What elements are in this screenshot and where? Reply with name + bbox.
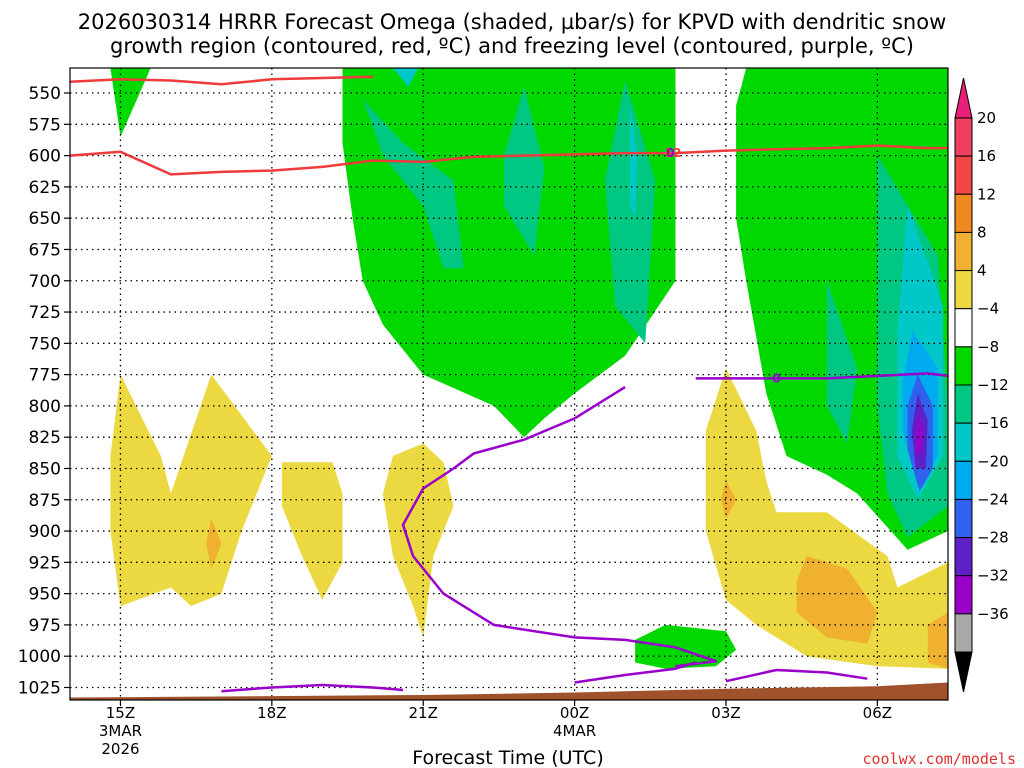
colorbar-label: −24 (977, 490, 1009, 508)
y-tick-label: 825 (29, 428, 61, 448)
colorbar-label: −20 (977, 452, 1009, 470)
contour-freezing-level-low-1 (221, 683, 404, 693)
x-tick-date: 3MAR (99, 722, 142, 740)
omega-region-sink-orange-3 (796, 556, 878, 644)
omega-region-lift-teal-1 (362, 99, 464, 269)
chart-title-line1: 2026030314 HRRR Forecast Omega (shaded, … (78, 10, 947, 34)
colorbar-label: 4 (977, 262, 987, 280)
omega-region-sink-yellow-3 (382, 443, 454, 638)
contour-dgz-lower (70, 144, 948, 176)
y-tick-label: 625 (29, 178, 61, 198)
colorbar-label: −4 (977, 300, 999, 318)
y-tick-label: 1000 (18, 647, 61, 667)
omega-region-lift-teal-2 (504, 86, 545, 256)
y-tick-label: 700 (29, 272, 61, 292)
x-tick-year: 2026 (101, 740, 139, 758)
colorbar-swatch (954, 384, 973, 424)
omega-region-lift-magenta (915, 412, 923, 456)
plot-frame (69, 67, 949, 701)
y-tick-label: 550 (29, 84, 61, 104)
colorbar-swatch (954, 422, 973, 462)
x-tick-label: 06Z (863, 704, 892, 722)
y-tick-label: 950 (29, 585, 61, 605)
colorbar-label: 16 (977, 147, 996, 165)
contour-freezing-level-low-3 (725, 668, 868, 683)
omega-region-lift-teal-4 (826, 280, 858, 444)
x-tick-date: 4MAR (553, 722, 596, 740)
colorbar-swatch (954, 346, 973, 386)
y-tick-label: 925 (29, 553, 61, 573)
y-tick-label: 575 (29, 115, 61, 135)
x-tick-label: 03Z (711, 704, 740, 722)
colorbar-swatch (954, 498, 973, 539)
plot-area: -120055057560062565067570072575077580082… (18, 67, 949, 758)
colorbar: 20 16 12 8 4 −4 −8 −12 −16 −20 −24 −28 −32 −36 (954, 77, 1009, 693)
x-tick-label: 00Z (560, 704, 589, 722)
colorbar-swatch (954, 613, 973, 653)
omega-region-sink-yellow-1 (110, 374, 272, 607)
colorbar-label: −16 (977, 414, 1009, 432)
contour-label-dgz-lower: -12 (660, 146, 682, 160)
omega-region-sink-orange-4 (927, 612, 948, 669)
chart-title-line2: growth region (contoured, red, ºC) and f… (110, 34, 914, 58)
colorbar-label: −36 (977, 605, 1009, 623)
colorbar-label: −28 (977, 529, 1009, 547)
omega-region-sink-yellow-4 (705, 368, 948, 669)
colorbar-label: 20 (977, 109, 996, 127)
colorbar-swatch (954, 231, 973, 272)
colorbar-label: 8 (977, 223, 987, 241)
y-tick-label: 875 (29, 491, 61, 511)
y-tick-label: 675 (29, 240, 61, 260)
omega-region-sink-orange-2 (720, 481, 737, 519)
colorbar-label: −8 (977, 338, 999, 356)
y-tick-label: 975 (29, 616, 61, 636)
colorbar-bottom-arrow (954, 651, 973, 693)
omega-region-lift-green-lowblob (635, 624, 737, 669)
colorbar-swatch (954, 460, 973, 500)
x-axis-label: Forecast Time (UTC) (412, 747, 603, 768)
site-credit[interactable]: coolwx.com/models (862, 750, 1016, 768)
colorbar-swatch (954, 537, 973, 577)
x-tick-label: 18Z (257, 704, 286, 722)
colorbar-swatch (954, 193, 973, 233)
y-tick-label: 650 (29, 209, 61, 229)
omega-region-sink-orange-1 (206, 518, 222, 569)
colorbar-top-arrow (954, 77, 973, 119)
omega-region-lift-cyan-mid (630, 105, 638, 219)
omega-region-lift-teal-3 (604, 80, 656, 344)
y-tick-label: 1025 (18, 678, 61, 698)
colorbar-label: 12 (977, 185, 996, 203)
y-tick-label: 850 (29, 459, 61, 479)
contour-freezing-level-low-2 (574, 661, 697, 684)
contour-freezing-level-cap (695, 372, 948, 380)
omega-region-lift-cyan-top (392, 68, 419, 87)
contour-dgz-upper (70, 75, 373, 86)
colorbar-swatch (954, 117, 973, 157)
contour-label-freezing-level-upper: 0 (666, 146, 674, 160)
y-tick-label: 775 (29, 366, 61, 386)
y-tick-label: 600 (29, 147, 61, 167)
y-tick-label: 725 (29, 303, 61, 323)
contour-freezing-level-upper (401, 386, 718, 668)
colorbar-swatch (954, 575, 973, 615)
colorbar-swatch (954, 308, 973, 348)
terrain-ground (70, 682, 948, 700)
colorbar-swatch (954, 270, 973, 310)
y-tick-label: 900 (29, 522, 61, 542)
x-tick-label: 15Z (106, 704, 135, 722)
colorbar-label: −32 (977, 567, 1009, 585)
colorbar-label: −12 (977, 376, 1009, 394)
colorbar-swatch (954, 155, 973, 195)
contour-label-freezing-level-cap: 0 (772, 371, 780, 385)
y-tick-label: 750 (29, 334, 61, 354)
y-tick-label: 800 (29, 397, 61, 417)
x-tick-label: 21Z (409, 704, 438, 722)
